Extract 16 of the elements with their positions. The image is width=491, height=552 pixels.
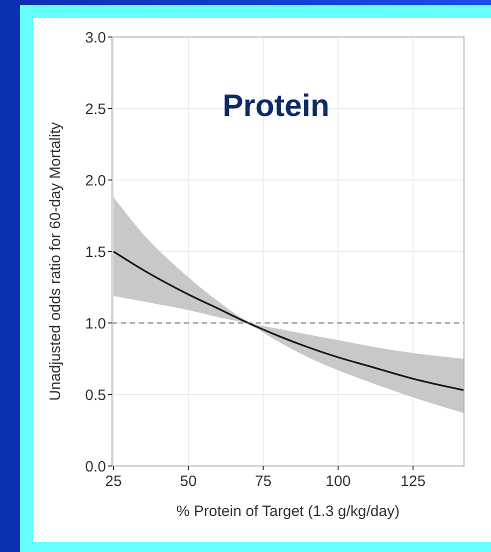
x-tick-label: 125 [400, 473, 426, 490]
x-tick-label: 100 [326, 473, 351, 490]
y-tick-label: 1.0 [85, 315, 106, 332]
y-tick-label: 0.0 [85, 458, 106, 476]
y-tick-label: 3.0 [85, 29, 106, 46]
y-tick-label: 2.0 [85, 172, 106, 190]
y-axis-title: Unadjusted odds ratio for 60-day Mortality [47, 122, 64, 401]
y-tick-label: 0.5 [85, 386, 106, 404]
x-tick-label: 25 [105, 473, 122, 490]
line-series [112, 250, 465, 392]
x-tick-label: 50 [180, 473, 197, 490]
x-tick-label: 75 [254, 473, 272, 490]
x-axis-title: % Protein of Target (1.3 g/kg/day) [176, 503, 400, 520]
y-tick-label: 2.5 [85, 100, 106, 118]
text: Protein [222, 88, 330, 123]
y-tick-label: 1.5 [85, 244, 106, 261]
